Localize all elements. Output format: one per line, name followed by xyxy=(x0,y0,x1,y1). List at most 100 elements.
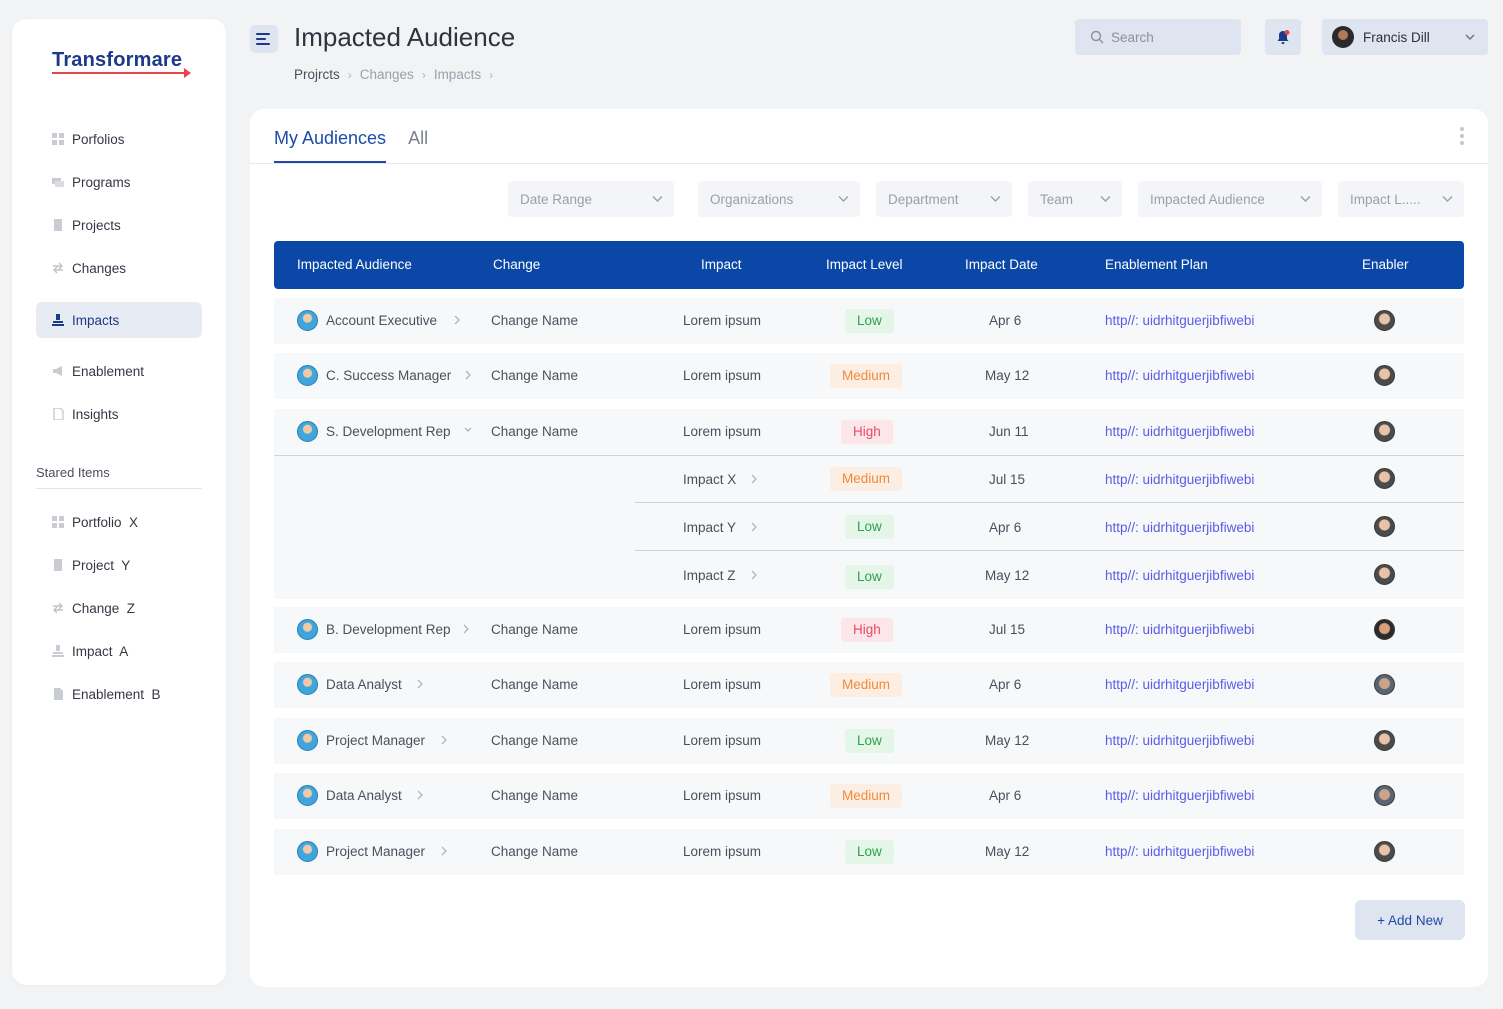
breadcrumb-item[interactable]: Changes xyxy=(359,67,414,82)
column-header[interactable]: Enabler xyxy=(1362,257,1409,272)
sidebar-item-changes[interactable]: Changes xyxy=(36,250,202,286)
chevron-right-icon[interactable] xyxy=(750,569,758,581)
tab-all[interactable]: All xyxy=(408,128,429,148)
table-row[interactable]: Account Executive Change Name Lorem ipsu… xyxy=(274,298,1464,344)
add-new-button[interactable]: + Add New xyxy=(1355,900,1465,940)
sub-row[interactable]: Impact Y Low Apr 6 http//: uidrhitguerji… xyxy=(274,503,1464,551)
user-menu[interactable]: Francis Dill xyxy=(1322,19,1488,55)
table-row[interactable]: Data Analyst Change Name Lorem ipsum Med… xyxy=(274,662,1464,708)
chevron-right-icon: › xyxy=(489,67,494,82)
stared-item-label: Portfolio X xyxy=(72,514,139,530)
filter-impact-level[interactable]: Impact L..... xyxy=(1338,181,1464,217)
enabler-avatar[interactable] xyxy=(1374,619,1395,640)
enablement-plan-link[interactable]: http//: uidrhitguerjibfiwebi xyxy=(1105,844,1255,859)
more-options-icon[interactable] xyxy=(1460,127,1464,145)
enabler-avatar[interactable] xyxy=(1374,310,1395,331)
chevron-right-icon: › xyxy=(347,67,352,82)
enablement-plan-link[interactable]: http//: uidrhitguerjibfiwebi xyxy=(1105,677,1255,692)
table-row[interactable]: C. Success Manager Change Name Lorem ips… xyxy=(274,353,1464,399)
table-row[interactable]: Data Analyst Change Name Lorem ipsum Med… xyxy=(274,773,1464,819)
audience-name[interactable]: Data Analyst xyxy=(326,677,402,692)
sub-row[interactable]: Impact Z Low May 12 http//: uidrhitguerj… xyxy=(274,551,1464,599)
sub-row[interactable]: Impact X Medium Jul 15 http//: uidrhitgu… xyxy=(274,455,1464,503)
audience-name[interactable]: Data Analyst xyxy=(326,788,402,803)
enabler-avatar[interactable] xyxy=(1374,421,1395,442)
enabler-avatar[interactable] xyxy=(1374,365,1395,386)
audience-name[interactable]: Account Executive xyxy=(326,313,438,328)
breadcrumb-item[interactable]: Projrcts xyxy=(294,67,340,82)
enabler-avatar[interactable] xyxy=(1374,674,1395,695)
stared-item-portfolio-x[interactable]: Portfolio X xyxy=(36,504,202,540)
search-box[interactable] xyxy=(1075,19,1241,55)
audience-name[interactable]: B. Development Rep xyxy=(326,622,451,637)
enablement-plan-link[interactable]: http//: uidrhitguerjibfiwebi xyxy=(1105,472,1255,487)
chevron-right-icon[interactable] xyxy=(416,789,424,801)
audience-name[interactable]: C. Success Manager xyxy=(326,368,452,383)
sidebar-item-insights[interactable]: Insights xyxy=(36,396,202,432)
impact-name[interactable]: Impact X xyxy=(683,472,737,487)
stared-item-change-z[interactable]: Change Z xyxy=(36,590,202,626)
breadcrumb-item[interactable]: Impacts xyxy=(433,67,482,82)
search-input[interactable] xyxy=(1111,29,1231,45)
table-row[interactable]: S. Development Rep Change Name Lorem ips… xyxy=(274,409,1464,455)
enablement-plan-link[interactable]: http//: uidrhitguerjibfiwebi xyxy=(1105,622,1255,637)
column-header[interactable]: Impact xyxy=(701,257,742,272)
enabler-avatar[interactable] xyxy=(1374,468,1395,489)
avatar xyxy=(297,841,318,862)
chevron-right-icon[interactable] xyxy=(750,473,758,485)
chevron-right-icon[interactable] xyxy=(440,734,448,746)
filter-date-range[interactable]: Date Range xyxy=(508,181,674,217)
enabler-avatar[interactable] xyxy=(1374,785,1395,806)
sidebar-item-impacts[interactable]: Impacts xyxy=(36,302,202,338)
chevron-right-icon[interactable] xyxy=(464,369,472,381)
chevron-right-icon[interactable] xyxy=(416,678,424,690)
filter-impacted-audience[interactable]: Impacted Audience xyxy=(1138,181,1322,217)
enablement-plan-link[interactable]: http//: uidrhitguerjibfiwebi xyxy=(1105,733,1255,748)
column-header[interactable]: Impacted Audience xyxy=(297,257,412,272)
enabler-avatar[interactable] xyxy=(1374,730,1395,751)
chevron-right-icon[interactable] xyxy=(453,314,461,326)
stared-item-project-y[interactable]: Project Y xyxy=(36,547,202,583)
column-header[interactable]: Impact Level xyxy=(826,257,903,272)
tab-my-audiences[interactable]: My Audiences xyxy=(274,128,387,164)
sidebar-item-projects[interactable]: Projects xyxy=(36,207,202,243)
chevron-right-icon[interactable] xyxy=(750,521,758,533)
enabler-avatar[interactable] xyxy=(1374,516,1395,537)
filter-label: Date Range xyxy=(520,191,593,207)
table-row[interactable]: Project Manager Change Name Lorem ipsum … xyxy=(274,718,1464,764)
enablement-plan-link[interactable]: http//: uidrhitguerjibfiwebi xyxy=(1105,313,1255,328)
table-row[interactable]: B. Development Rep Change Name Lorem ips… xyxy=(274,607,1464,653)
column-header[interactable]: Enablement Plan xyxy=(1105,257,1208,272)
chevron-down-icon xyxy=(838,196,849,202)
enablement-plan-link[interactable]: http//: uidrhitguerjibfiwebi xyxy=(1105,568,1255,583)
chevron-right-icon[interactable] xyxy=(462,623,470,635)
enabler-avatar[interactable] xyxy=(1374,841,1395,862)
impact-name[interactable]: Impact Y xyxy=(683,520,737,535)
chevron-down-icon[interactable] xyxy=(463,425,473,435)
sidebar-item-programs[interactable]: Programs xyxy=(36,164,202,200)
menu-toggle-button[interactable] xyxy=(250,25,278,53)
filter-team[interactable]: Team xyxy=(1028,181,1122,217)
hamburger-icon xyxy=(256,33,270,45)
sidebar-item-porfolios[interactable]: Porfolios xyxy=(36,121,202,157)
audience-name[interactable]: Project Manager xyxy=(326,844,426,859)
enablement-plan-link[interactable]: http//: uidrhitguerjibfiwebi xyxy=(1105,368,1255,383)
enablement-plan-link[interactable]: http//: uidrhitguerjibfiwebi xyxy=(1105,788,1255,803)
audience-name[interactable]: Project Manager xyxy=(326,733,426,748)
filter-department[interactable]: Department xyxy=(876,181,1012,217)
audience-name[interactable]: S. Development Rep xyxy=(326,424,451,439)
enablement-plan-link[interactable]: http//: uidrhitguerjibfiwebi xyxy=(1105,520,1255,535)
column-header[interactable]: Impact Date xyxy=(965,257,1038,272)
stared-item-impact-a[interactable]: Impact A xyxy=(36,633,202,669)
swap-arrows-icon xyxy=(51,262,64,275)
chevron-right-icon[interactable] xyxy=(440,845,448,857)
filter-organizations[interactable]: Organizations xyxy=(698,181,860,217)
stared-item-enablement-b[interactable]: Enablement B xyxy=(36,676,202,712)
sidebar-item-enablement[interactable]: Enablement xyxy=(36,353,202,389)
column-header[interactable]: Change xyxy=(493,257,541,272)
notifications-button[interactable] xyxy=(1265,19,1301,55)
enabler-avatar[interactable] xyxy=(1374,564,1395,585)
impact-name[interactable]: Impact Z xyxy=(683,568,736,583)
enablement-plan-link[interactable]: http//: uidrhitguerjibfiwebi xyxy=(1105,424,1255,439)
table-row[interactable]: Project Manager Change Name Lorem ipsum … xyxy=(274,829,1464,875)
